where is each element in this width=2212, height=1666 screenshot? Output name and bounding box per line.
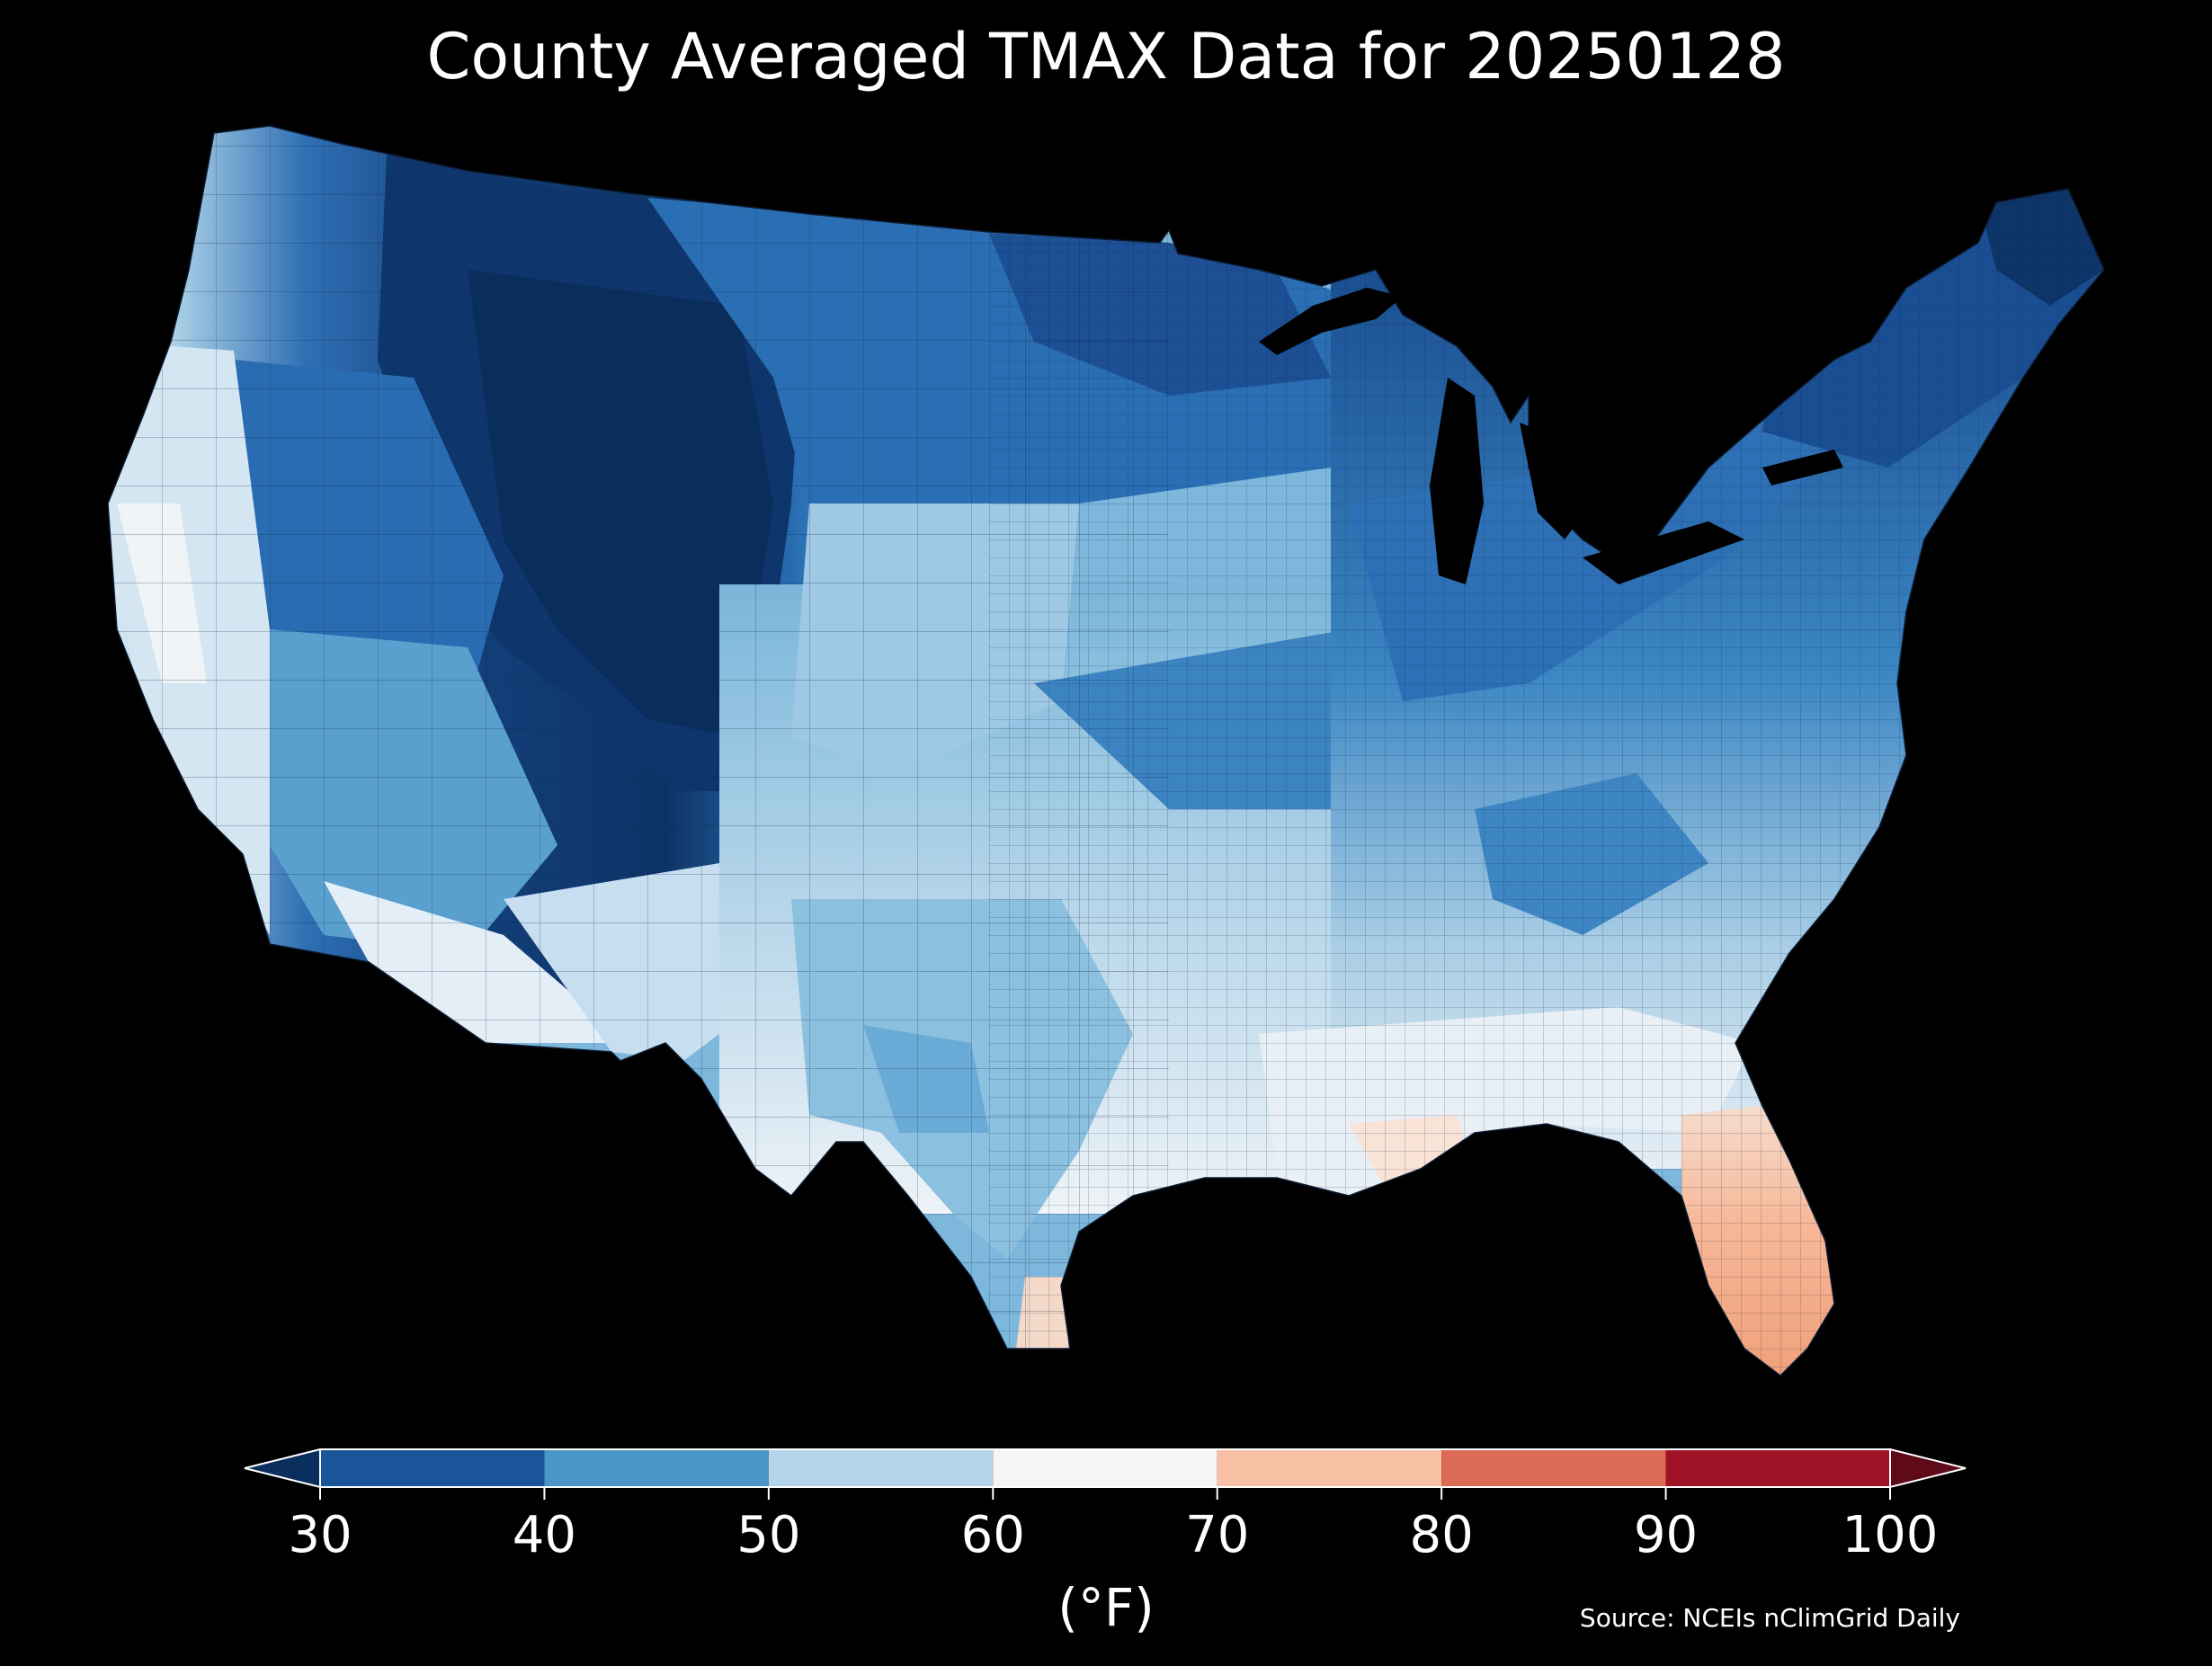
map-title: County Averaged TMAX Data for 20250128 xyxy=(426,20,1786,94)
lake-ontario xyxy=(1762,450,1843,486)
colorbar-tick-label: 90 xyxy=(1633,1506,1699,1564)
colorbar-bin-3 xyxy=(993,1449,1217,1487)
colorbar-bin-2 xyxy=(768,1449,994,1487)
conus-land xyxy=(108,126,2104,1376)
lake-superior xyxy=(1259,288,1403,355)
lake-erie xyxy=(1583,521,1744,584)
colorbar-under-extension xyxy=(244,1448,321,1489)
colorbar-bin-6 xyxy=(1665,1449,1890,1487)
colorbar xyxy=(244,1448,1967,1500)
colorbar-bin-1 xyxy=(544,1449,769,1487)
lake-huron xyxy=(1520,423,1592,539)
colorbar-tick-label: 40 xyxy=(512,1506,577,1564)
colorbar-tick-label: 100 xyxy=(1842,1506,1939,1564)
colorbar-bin-5 xyxy=(1441,1449,1666,1487)
colorbar-tick-label: 80 xyxy=(1409,1506,1474,1564)
great-lakes xyxy=(1259,288,1843,584)
colorbar-tick-label: 70 xyxy=(1185,1506,1250,1564)
colorbar-tick-label: 60 xyxy=(960,1506,1025,1564)
colorbar-tick-label: 30 xyxy=(288,1506,352,1564)
colorbar-tick-label: 50 xyxy=(736,1506,801,1564)
colorbar-bin-4 xyxy=(1217,1449,1442,1487)
colorbar-frame xyxy=(319,1448,1891,1488)
colorbar-unit-label: (°F) xyxy=(1057,1577,1155,1638)
colorbar-bin-0 xyxy=(320,1449,545,1487)
source-note: Source: NCEIs nClimGrid Daily xyxy=(1579,1603,1960,1633)
lake-michigan xyxy=(1430,378,1484,584)
colorbar-over-extension xyxy=(1889,1448,1967,1489)
